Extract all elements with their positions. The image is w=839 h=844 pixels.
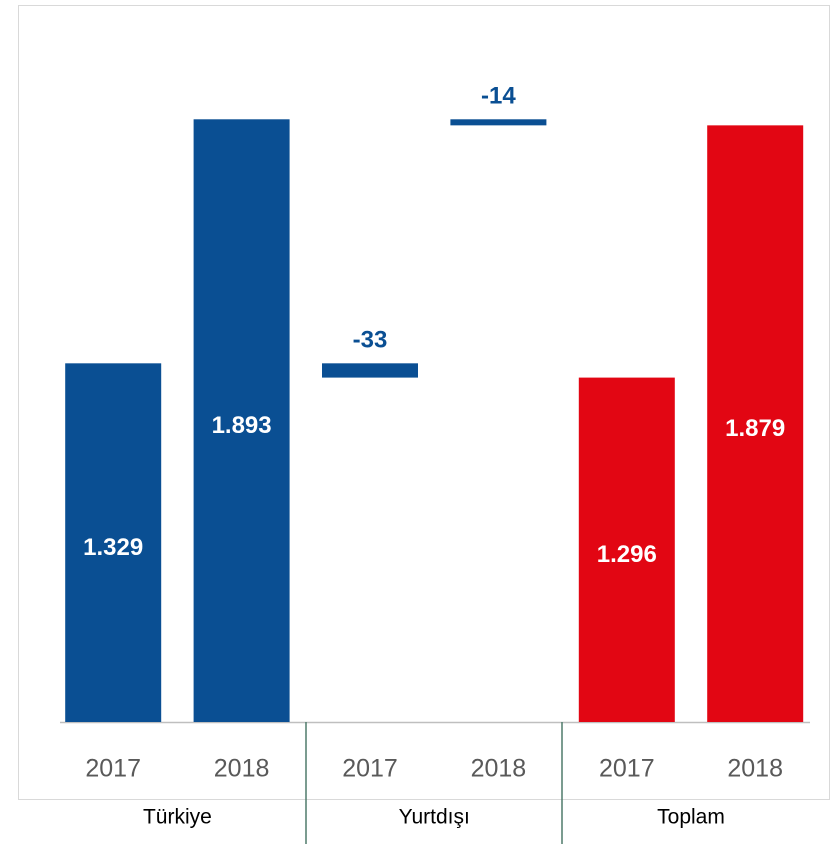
x-tick-label: 2018: [214, 755, 270, 783]
x-tick-label: 2018: [727, 755, 783, 783]
data-label: 1.893: [212, 412, 272, 439]
data-label: 1.296: [597, 541, 657, 568]
x-tick-label: 2018: [471, 755, 527, 783]
group-label: Yurtdışı: [399, 806, 470, 829]
bar: [193, 119, 290, 722]
data-label: -14: [481, 83, 516, 110]
bar: [322, 363, 418, 378]
bar: [450, 119, 547, 126]
data-label: 1.329: [83, 534, 143, 561]
data-label: 1.879: [725, 415, 785, 442]
bar: [578, 377, 675, 722]
x-tick-label: 2017: [85, 755, 141, 783]
bar: [707, 125, 804, 723]
bar: [65, 363, 162, 722]
x-tick-label: 2017: [599, 755, 655, 783]
data-label: -33: [353, 327, 388, 354]
chart-border: [18, 5, 830, 800]
group-label: Türkiye: [143, 806, 212, 829]
group-label: Toplam: [657, 806, 725, 829]
x-tick-label: 2017: [342, 755, 398, 783]
